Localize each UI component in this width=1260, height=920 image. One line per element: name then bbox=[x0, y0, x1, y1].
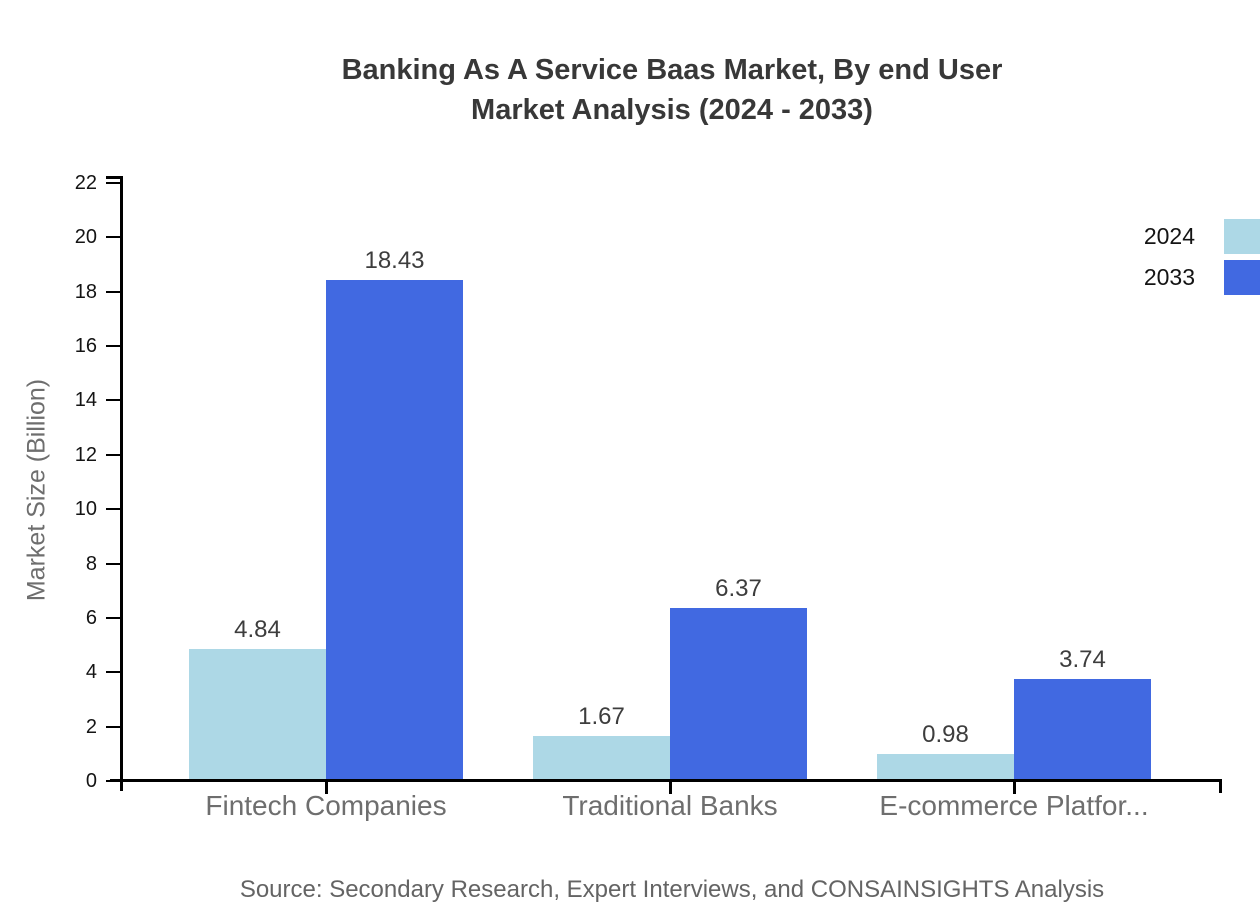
bar-2024-traditional-banks bbox=[533, 735, 670, 781]
legend-swatch-2033 bbox=[1224, 260, 1260, 295]
y-tick-label: 22 bbox=[74, 172, 97, 194]
bar-value-label: 6.37 bbox=[715, 574, 762, 602]
y-tick bbox=[106, 562, 122, 565]
y-tick-label: 16 bbox=[74, 335, 97, 358]
y-tick-label: 20 bbox=[74, 226, 97, 249]
y-tick bbox=[106, 236, 122, 239]
y-tick-label: 0 bbox=[85, 770, 97, 792]
y-tick bbox=[106, 508, 122, 511]
chart-title-line2: Market Analysis (2024 - 2033) bbox=[471, 94, 873, 126]
y-tick-label: 6 bbox=[85, 606, 97, 629]
x-category-label-fintech-companies: Fintech Companies bbox=[205, 790, 447, 821]
y-tick-label: 12 bbox=[74, 443, 97, 466]
y-axis-spine bbox=[120, 176, 123, 791]
x-category-tick bbox=[1013, 781, 1016, 794]
y-tick bbox=[106, 671, 122, 674]
bar-2033-traditional-banks bbox=[670, 607, 807, 781]
y-tick-label: 14 bbox=[74, 389, 97, 412]
x-category-label-e-commerce-platfor: E-commerce Platfor... bbox=[879, 790, 1149, 821]
bar-2024-fintech-companies bbox=[189, 649, 326, 781]
y-tick bbox=[106, 290, 122, 293]
y-tick-label: 18 bbox=[74, 280, 97, 303]
y-tick bbox=[106, 453, 122, 456]
bar-value-label: 4.84 bbox=[234, 616, 281, 644]
x-category-tick bbox=[669, 781, 672, 794]
y-tick-label: 10 bbox=[74, 498, 97, 521]
y-tick-label: 8 bbox=[85, 552, 97, 575]
y-tick bbox=[106, 616, 122, 619]
bar-value-label: 0.98 bbox=[922, 721, 969, 749]
x-axis-end-cap bbox=[1219, 781, 1222, 793]
legend-label-2033: 2033 bbox=[1143, 264, 1195, 290]
legend-label-2024: 2024 bbox=[1143, 223, 1195, 249]
bar-2033-e-commerce-platfor bbox=[1014, 679, 1151, 781]
bar-2024-e-commerce-platfor bbox=[877, 754, 1014, 781]
chart-title-line1: Banking As A Service Baas Market, By end… bbox=[341, 54, 1003, 86]
y-tick bbox=[106, 399, 122, 402]
bar-2033-fintech-companies bbox=[326, 280, 463, 781]
x-category-label-traditional-banks: Traditional Banks bbox=[562, 790, 778, 821]
x-category-tick bbox=[325, 781, 328, 794]
y-tick bbox=[106, 725, 122, 728]
y-tick-label: 4 bbox=[85, 661, 97, 684]
y-tick bbox=[106, 345, 122, 348]
bar-value-label: 18.43 bbox=[364, 247, 425, 275]
source-note: Source: Secondary Research, Expert Inter… bbox=[239, 876, 1105, 903]
bar-value-label: 1.67 bbox=[578, 702, 625, 730]
x-axis-line bbox=[110, 779, 1222, 782]
bar-value-label: 3.74 bbox=[1059, 646, 1106, 674]
legend-swatch-2024 bbox=[1224, 219, 1260, 254]
y-axis-top-cap bbox=[106, 176, 123, 179]
y-tick-label: 2 bbox=[85, 715, 97, 738]
y-tick bbox=[106, 182, 122, 184]
